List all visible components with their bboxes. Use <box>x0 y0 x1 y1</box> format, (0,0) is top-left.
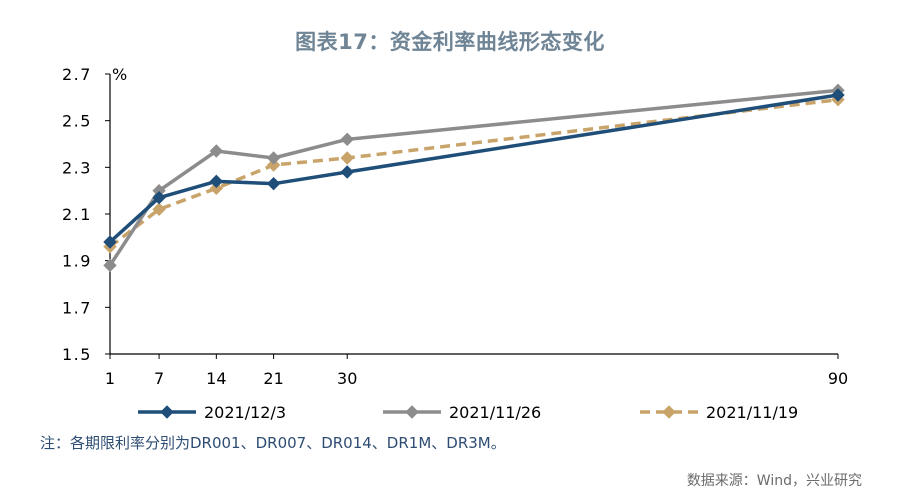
data-point <box>266 158 281 172</box>
y-tick-label: 1.5 <box>62 345 92 364</box>
legend-item: 2021/11/19 <box>640 403 798 422</box>
data-point <box>266 176 281 191</box>
x-tick-label: 7 <box>154 369 164 388</box>
chart-note: 注：各期限利率分别为DR001、DR007、DR014、DR1M、DR3M。 <box>40 434 506 452</box>
data-point <box>152 190 166 205</box>
y-tick-label: 2.7 <box>62 65 92 84</box>
legend-item: 2021/11/26 <box>383 403 541 422</box>
data-point <box>209 181 224 196</box>
y-tick-label: 1.7 <box>62 298 92 317</box>
x-tick-label: 21 <box>263 369 283 388</box>
legend-marker <box>662 405 676 419</box>
legend-marker <box>405 405 419 419</box>
data-point <box>209 174 224 189</box>
data-point <box>266 151 281 165</box>
data-point <box>340 151 354 165</box>
y-tick-label: 2.5 <box>62 112 92 131</box>
x-tick-label: 30 <box>337 369 357 388</box>
y-tick-label: 1.9 <box>62 252 92 271</box>
x-tick-label: 1 <box>105 369 115 388</box>
chart-title: 图表17：资金利率曲线形态变化 <box>295 30 605 54</box>
data-point <box>103 258 117 273</box>
data-point <box>152 202 166 217</box>
legend-marker <box>160 405 174 419</box>
x-tick-label: 14 <box>206 369 226 388</box>
series-2021/12/3 <box>103 88 845 249</box>
legend-label: 2021/12/3 <box>204 403 286 422</box>
series-2021/11/19 <box>103 92 845 254</box>
legend-label: 2021/11/26 <box>449 403 541 422</box>
legend-label: 2021/11/19 <box>706 403 798 422</box>
y-axis-unit-label: % <box>112 65 127 84</box>
x-tick-label: 90 <box>828 369 848 388</box>
y-tick-label: 2.1 <box>62 205 92 224</box>
series-line <box>108 93 839 244</box>
data-point <box>103 235 117 249</box>
data-point <box>340 132 354 147</box>
series-line <box>108 97 839 249</box>
data-point <box>340 165 354 179</box>
data-source: 数据来源：Wind，兴业研究 <box>686 473 862 489</box>
data-point <box>209 144 224 158</box>
legend-item: 2021/12/3 <box>138 403 286 422</box>
y-tick-label: 2.3 <box>62 158 92 177</box>
data-point <box>831 88 845 102</box>
